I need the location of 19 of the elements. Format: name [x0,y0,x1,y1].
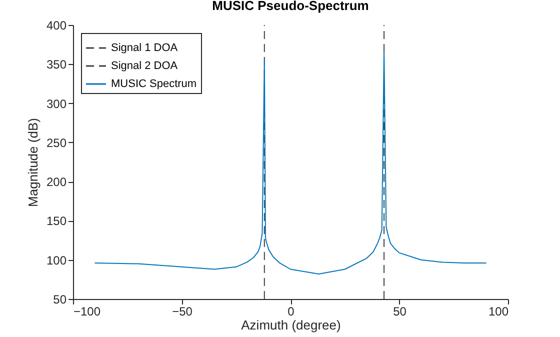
y-tick-label: 400 [46,18,67,32]
y-tick-label: 300 [46,96,67,111]
x-tick-label: −100 [74,304,101,318]
y-tick-label: 150 [46,214,67,228]
y-tick-label: 50 [53,292,67,306]
y-tick-label: 350 [46,58,67,72]
x-tick-label: 50 [393,304,407,318]
legend-label: MUSIC Spectrum [111,78,197,90]
legend-label: Signal 1 DOA [111,42,178,54]
y-tick-label: 100 [46,253,67,268]
x-tick-label: 100 [488,304,509,318]
x-axis-title: Azimuth (degree) [241,318,341,332]
y-tick-label: 200 [46,175,67,190]
y-tick-label: 250 [46,136,67,150]
chart-title: MUSIC Pseudo-Spectrum [212,0,369,13]
y-axis-title: Magnitude (dB) [25,118,40,207]
x-tick-label: −50 [172,304,193,318]
legend-label: Signal 2 DOA [111,60,178,72]
x-tick-label: 0 [288,304,295,318]
